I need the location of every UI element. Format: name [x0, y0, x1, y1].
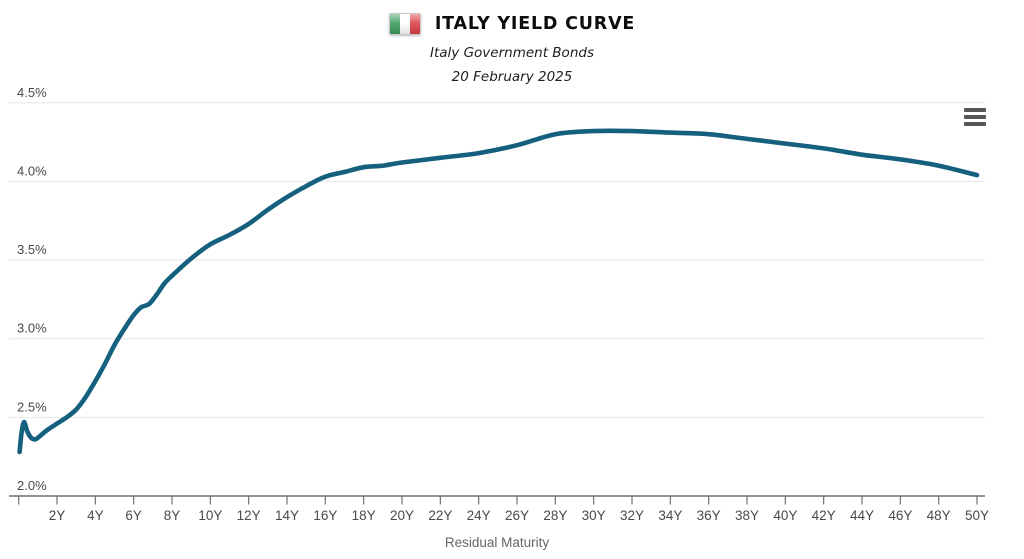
- y-tick-label: 3.0%: [17, 321, 47, 336]
- x-tick-label: 22Y: [428, 508, 452, 523]
- x-tick-label: 26Y: [505, 508, 529, 523]
- x-tick-label: 2Y: [49, 508, 66, 523]
- x-tick-label: 42Y: [812, 508, 836, 523]
- x-tick-label: 16Y: [313, 508, 337, 523]
- x-tick-label: 46Y: [888, 508, 912, 523]
- italy-flag-icon: [388, 13, 421, 35]
- x-tick-label: 8Y: [164, 508, 181, 523]
- x-tick-label: 50Y: [965, 508, 989, 523]
- x-tick-label: 10Y: [198, 508, 222, 523]
- x-tick-label: 48Y: [927, 508, 951, 523]
- x-tick-label: 6Y: [125, 508, 142, 523]
- title-row: ITALY YIELD CURVE: [0, 12, 1024, 36]
- x-tick-label: 40Y: [773, 508, 797, 523]
- x-tick-label: 14Y: [275, 508, 299, 523]
- y-tick-label: 3.5%: [17, 242, 47, 257]
- hamburger-menu-icon: [964, 108, 986, 112]
- x-tick-label: 28Y: [543, 508, 567, 523]
- y-tick-label: 2.5%: [17, 399, 47, 414]
- x-tick-label: 36Y: [697, 508, 721, 523]
- x-tick-label: 32Y: [620, 508, 644, 523]
- x-axis-title: Residual Maturity: [444, 535, 550, 550]
- x-tick-label: 24Y: [467, 508, 491, 523]
- chart-title: ITALY YIELD CURVE: [434, 14, 636, 34]
- chart-subtitle: Italy Government Bonds: [430, 45, 594, 61]
- x-tick-label: 12Y: [237, 508, 261, 523]
- y-tick-label: 4.5%: [17, 85, 47, 100]
- flag-gloss: [389, 14, 420, 34]
- y-tick-label: 4.0%: [17, 163, 47, 178]
- x-tick-label: 4Y: [87, 508, 104, 523]
- y-tick-label: 2.0%: [17, 478, 47, 493]
- x-tick-label: 44Y: [850, 508, 874, 523]
- x-tick-label: 20Y: [390, 508, 414, 523]
- chart-menu-button[interactable]: [960, 104, 990, 130]
- x-tick-label: 34Y: [658, 508, 682, 523]
- chart-header: ITALY YIELD CURVE Italy Government Bonds…: [0, 0, 1024, 85]
- x-tick-label: 30Y: [582, 508, 606, 523]
- x-tick-label: 18Y: [352, 508, 376, 523]
- yield-curve-line[interactable]: [17, 128, 980, 455]
- chart-date: 20 February 2025: [451, 69, 573, 85]
- x-tick-label: 38Y: [735, 508, 759, 523]
